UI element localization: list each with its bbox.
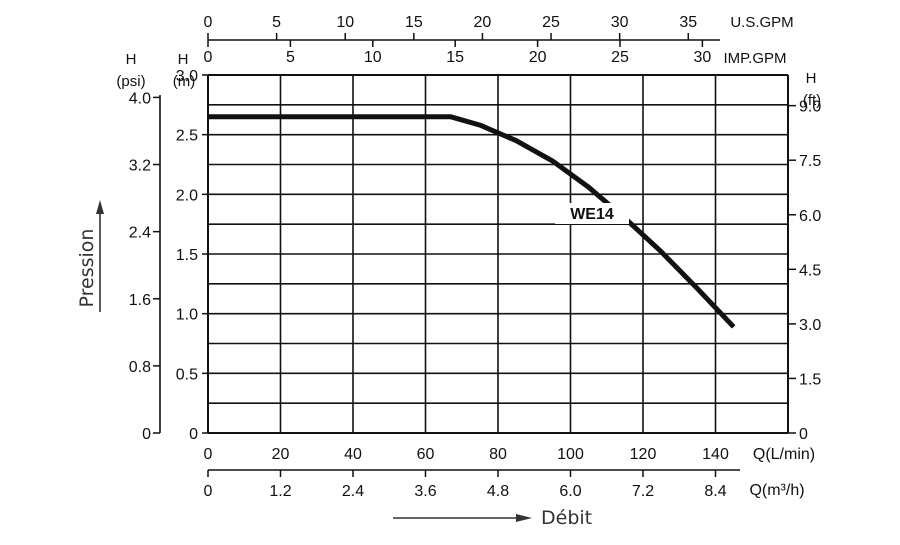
top-us-unit: U.S.GPM — [730, 14, 793, 31]
series-point — [479, 124, 481, 126]
tick-label-ft: 6.0 — [799, 208, 821, 225]
tick-label-usgpm: 35 — [679, 14, 697, 31]
tick-label-m3h: 8.4 — [704, 483, 726, 500]
top-imp-unit: IMP.GPM — [723, 50, 786, 67]
tick-label-m3h: 7.2 — [632, 483, 654, 500]
tick-label-impgpm: 25 — [611, 49, 629, 66]
x-axis-arrow-head — [516, 514, 532, 522]
tick-label-ft: 1.5 — [799, 371, 821, 388]
x-axis-title: Débit — [541, 507, 592, 529]
tick-label-m3h: 4.8 — [487, 483, 509, 500]
tick-label-m3h: 0 — [204, 483, 213, 500]
tick-label-usgpm: 5 — [272, 14, 281, 31]
tick-label-ft: 9.0 — [799, 99, 821, 116]
tick-label-lmin: 0 — [204, 446, 213, 463]
series-point — [425, 116, 426, 118]
series-line-WE14 — [208, 114, 736, 329]
tick-label-usgpm: 15 — [405, 14, 423, 31]
tick-label-usgpm: 25 — [542, 14, 560, 31]
series-point — [450, 116, 452, 118]
series-point — [316, 116, 318, 118]
tick-label-lmin: 100 — [557, 446, 584, 463]
tick-label-impgpm: 0 — [204, 49, 213, 66]
y-axis-title: Pression — [76, 229, 98, 308]
series-point — [588, 186, 590, 188]
series-point — [243, 116, 245, 118]
labels: WE14 Pression Débit — [76, 200, 629, 529]
left-m-unit-2: (m) — [173, 73, 196, 90]
tick-label-m3h: 2.4 — [342, 483, 364, 500]
tick-label-m3h: 1.2 — [269, 483, 291, 500]
tick-label-m: 1.0 — [176, 307, 198, 324]
tick-label-psi: 2.4 — [129, 225, 151, 242]
tick-label-impgpm: 5 — [286, 49, 295, 66]
tick-label-psi: 3.2 — [129, 158, 151, 175]
bottom-secondary-unit: Q(m³/h) — [749, 482, 804, 499]
tick-label-impgpm: 10 — [364, 49, 382, 66]
tick-label-ft: 4.5 — [799, 262, 821, 279]
tick-label-ft: 7.5 — [799, 153, 821, 170]
tick-label-m: 2.0 — [176, 187, 198, 204]
tick-label-psi: 0 — [142, 426, 151, 443]
right-ft-unit-1: H — [806, 70, 817, 87]
series-layer — [207, 114, 736, 329]
tick-label-lmin: 80 — [489, 446, 507, 463]
tick-label-lmin: 60 — [417, 446, 435, 463]
series-point — [696, 288, 698, 290]
tick-label-m: 3.0 — [176, 68, 198, 85]
tick-label-m3h: 6.0 — [559, 483, 581, 500]
right-ft-unit-2: (ft) — [803, 92, 821, 109]
series-point — [515, 140, 517, 142]
tick-label-usgpm: 20 — [474, 14, 492, 31]
tick-label-m: 1.5 — [176, 247, 198, 264]
tick-label-lmin: 140 — [702, 446, 729, 463]
tick-label-ft: 0 — [799, 426, 808, 443]
series-point — [660, 251, 662, 253]
tick-label-psi: 1.6 — [129, 292, 151, 309]
tick-label-impgpm: 30 — [693, 49, 711, 66]
tick-label-m: 2.5 — [176, 128, 198, 145]
series-point — [280, 116, 281, 118]
left-psi-unit-1: H — [126, 51, 137, 68]
series-point — [352, 116, 354, 118]
left-psi-unit-2: (psi) — [116, 73, 145, 90]
bottom-primary-unit: Q(L/min) — [753, 446, 815, 463]
tick-label-psi: 0.8 — [129, 359, 151, 376]
tick-label-impgpm: 20 — [529, 49, 547, 66]
series-point — [733, 326, 735, 328]
tick-label-lmin: 20 — [272, 446, 290, 463]
series-point — [207, 116, 209, 118]
tick-label-m: 0 — [189, 426, 198, 443]
grid — [207, 74, 789, 434]
tick-label-usgpm: 10 — [336, 14, 354, 31]
y-axis-arrow-head — [96, 200, 104, 214]
tick-label-usgpm: 30 — [611, 14, 629, 31]
tick-label-psi: 4.0 — [129, 90, 151, 107]
series-label: WE14 — [570, 206, 614, 223]
series-label-bg — [555, 203, 629, 224]
tick-label-lmin: 40 — [344, 446, 362, 463]
series-point — [388, 116, 390, 118]
axes: 00.51.01.52.02.53.0H(m)00.81.62.43.24.0H… — [116, 14, 821, 500]
tick-label-ft: 3.0 — [799, 317, 821, 334]
tick-label-usgpm: 0 — [204, 14, 213, 31]
tick-label-m3h: 3.6 — [414, 483, 436, 500]
tick-label-lmin: 120 — [630, 446, 657, 463]
series-point — [551, 160, 553, 162]
tick-label-m: 0.5 — [176, 366, 198, 383]
tick-label-impgpm: 15 — [446, 49, 464, 66]
left-m-unit-1: H — [178, 51, 189, 68]
